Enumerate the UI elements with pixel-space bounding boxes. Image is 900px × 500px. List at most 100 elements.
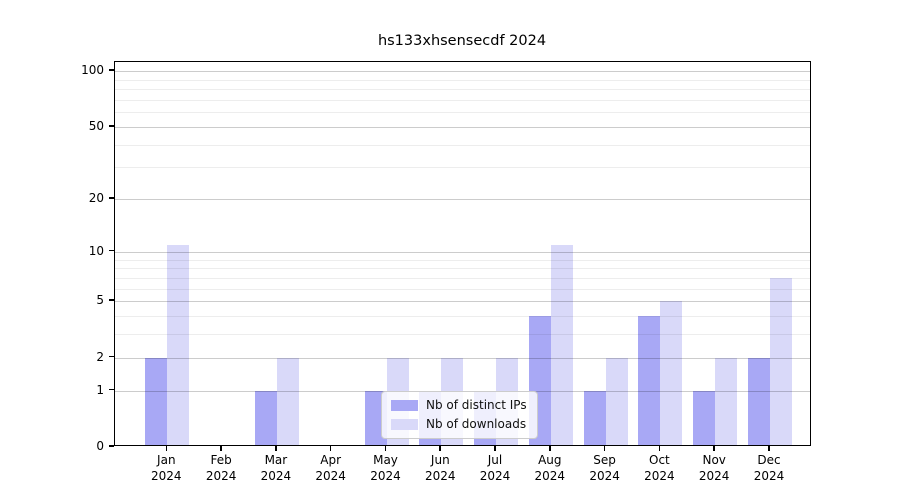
x-tick-year: 2024 (425, 468, 456, 483)
gridline-minor-40 (115, 144, 810, 146)
x-tick-label-aug: Aug 2024 (515, 453, 585, 484)
x-tick-label-feb: Feb 2024 (186, 453, 256, 484)
gridline-minor-80 (115, 89, 810, 91)
x-tick-mar (275, 446, 277, 451)
bar-downloads-oct (660, 301, 683, 445)
x-tick-month: Jan (157, 453, 176, 467)
x-tick-label-apr: Apr 2024 (296, 453, 366, 484)
legend-item-distinct-ips: Nb of distinct IPs (391, 398, 527, 412)
x-tick-year: 2024 (315, 468, 346, 483)
y-tick-50 (109, 125, 114, 127)
x-tick-year: 2024 (644, 468, 675, 483)
x-tick-sep (603, 446, 606, 451)
gridline-minor-90 (115, 79, 810, 81)
gridline-minor-6 (115, 288, 810, 290)
bar-ips-dec (748, 357, 770, 445)
bar-downloads-jan (167, 244, 190, 445)
x-tick-label-oct: Oct 2024 (624, 453, 694, 484)
x-tick-dec (768, 446, 770, 451)
x-tick-jun (439, 446, 441, 451)
y-tick-1 (109, 388, 114, 391)
bar-downloads-nov (715, 357, 738, 445)
legend-swatch-downloads (391, 418, 418, 430)
x-tick-month: Sep (593, 453, 616, 467)
gridline-minor-8 (115, 268, 810, 270)
x-tick-aug (549, 446, 551, 451)
legend-label-distinct-ips: Nb of distinct IPs (426, 398, 527, 412)
gridline-minor-7 (115, 277, 810, 279)
x-tick-month: Feb (210, 453, 232, 467)
gridline-major-10 (115, 251, 810, 253)
x-tick-label-jun: Jun 2024 (405, 453, 475, 484)
gridline-major-5 (115, 301, 810, 303)
bar-downloads-aug (550, 244, 573, 445)
gridline-major-50 (115, 126, 810, 128)
bar-ips-jan (145, 357, 168, 445)
x-tick-year: 2024 (205, 468, 237, 483)
y-tick-label-0: 0 (96, 439, 104, 453)
x-tick-month: Nov (702, 453, 726, 467)
gridline-major-100 (115, 71, 810, 73)
legend-label-downloads: Nb of downloads (426, 417, 527, 431)
gridline-minor-9 (115, 259, 810, 261)
x-tick-jan (165, 446, 168, 451)
x-tick-year: 2024 (151, 468, 182, 483)
legend-item-downloads: Nb of downloads (391, 417, 527, 431)
x-tick-oct (658, 446, 661, 451)
gridline-minor-30 (115, 167, 810, 169)
x-tick-month: Aug (538, 453, 562, 467)
y-tick-0 (109, 445, 114, 447)
x-tick-month: Oct (649, 453, 670, 467)
gridline-minor-4 (115, 315, 810, 317)
x-tick-label-sep: Sep 2024 (570, 453, 640, 484)
x-tick-label-dec: Dec 2024 (734, 453, 804, 484)
x-tick-year: 2024 (260, 468, 292, 483)
x-tick-nov (713, 446, 715, 451)
x-tick-year: 2024 (753, 468, 785, 483)
x-tick-month: Jul (487, 453, 503, 467)
gridline-major-20 (115, 199, 810, 201)
x-tick-label-jan: Jan 2024 (131, 453, 201, 484)
gridline-minor-60 (115, 112, 810, 114)
y-tick-label-50: 50 (88, 118, 104, 133)
y-tick-100 (109, 69, 114, 71)
gridline-minor-3 (115, 334, 810, 336)
x-tick-year: 2024 (479, 468, 511, 483)
gridline-major-2 (115, 357, 810, 359)
bar-downloads-dec (770, 277, 792, 445)
x-tick-year: 2024 (370, 468, 401, 483)
gridline-minor-70 (115, 99, 810, 101)
plot-area (114, 61, 811, 446)
y-tick-label-100: 100 (81, 63, 104, 78)
y-tick-label-1: 1 (96, 382, 104, 397)
x-tick-label-jul: Jul 2024 (460, 453, 530, 484)
y-tick-2 (109, 355, 114, 358)
y-tick-label-5: 5 (96, 293, 104, 308)
x-tick-month: May (373, 453, 398, 467)
y-tick-20 (109, 197, 114, 199)
bar-ips-oct (638, 315, 661, 445)
x-tick-month: Dec (757, 453, 781, 467)
y-tick-label-2: 2 (96, 349, 104, 364)
x-tick-jul (494, 446, 496, 451)
bar-downloads-mar (276, 357, 299, 445)
x-tick-year: 2024 (534, 468, 566, 483)
legend-swatch-distinct-ips (391, 399, 418, 411)
bar-ips-mar (254, 390, 277, 445)
bar-ips-sep (583, 390, 606, 445)
y-tick-5 (109, 299, 114, 301)
x-tick-label-nov: Nov 2024 (679, 453, 749, 484)
x-tick-year: 2024 (589, 468, 620, 483)
x-tick-month: Jun (430, 453, 450, 467)
x-tick-apr (329, 446, 332, 451)
y-tick-label-20: 20 (88, 191, 104, 206)
x-tick-feb (220, 446, 222, 451)
x-tick-label-may: May 2024 (351, 453, 421, 484)
bar-downloads-sep (605, 357, 628, 445)
legend: Nb of distinct IPs Nb of downloads (381, 391, 538, 439)
bar-ips-nov (693, 390, 716, 445)
x-tick-may (384, 446, 387, 451)
x-tick-month: Apr (320, 453, 342, 467)
x-tick-label-mar: Mar 2024 (241, 453, 311, 484)
